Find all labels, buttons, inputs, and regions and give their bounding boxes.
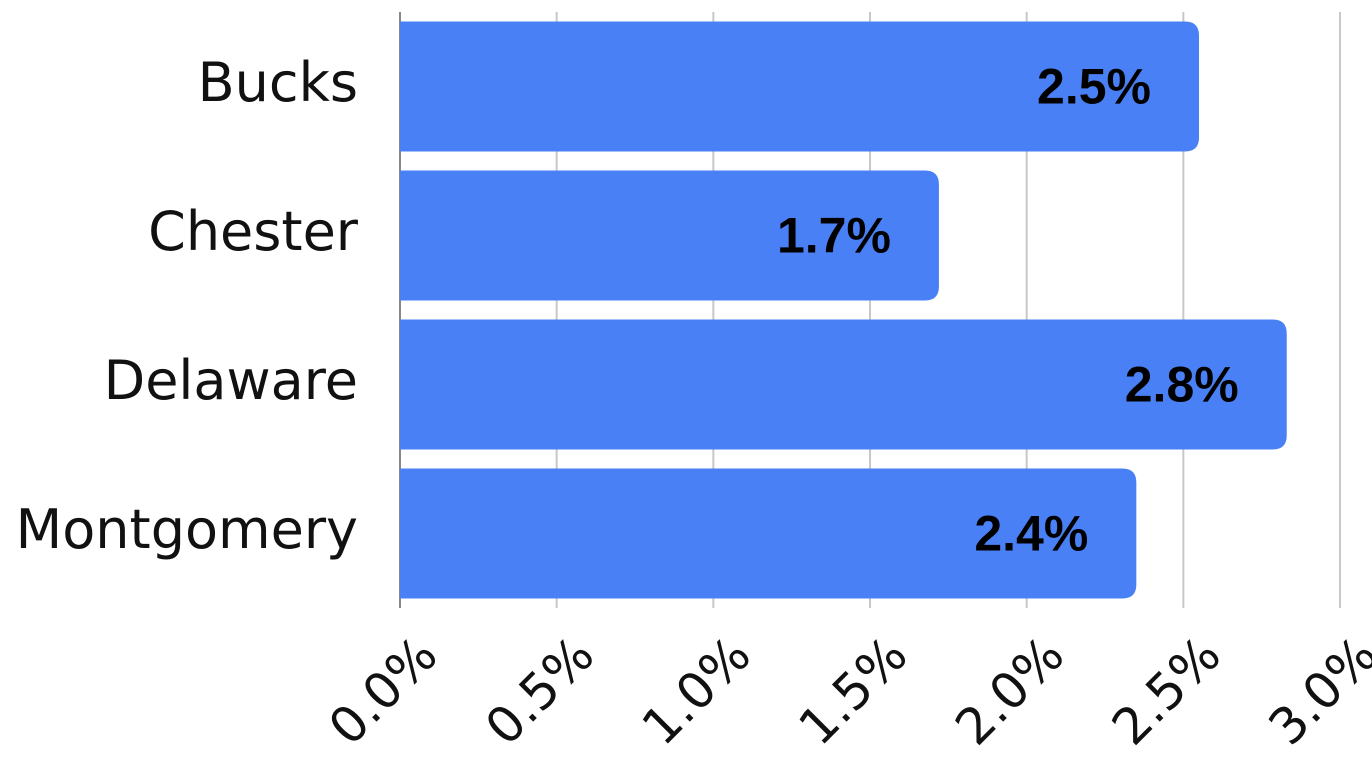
- bars: [400, 21, 1287, 599]
- x-tick-label-5: 2.5%: [1101, 625, 1232, 756]
- data-labels: 2.5% 1.7% 2.8% 2.4%: [777, 59, 1239, 562]
- data-label-bucks: 2.5%: [1037, 59, 1151, 115]
- x-tick-label-0: 0.0%: [318, 625, 449, 756]
- category-label-bucks: Bucks: [198, 51, 358, 114]
- bar-chester: [400, 170, 939, 301]
- category-labels: Bucks Chester Delaware Montgomery: [16, 51, 359, 561]
- x-tick-label-4: 2.0%: [944, 625, 1075, 756]
- x-tick-label-2: 1.0%: [631, 625, 762, 756]
- data-label-chester: 1.7%: [777, 208, 891, 264]
- category-label-chester: Chester: [148, 200, 359, 263]
- bar-montgomery: [400, 468, 1137, 599]
- x-tick-labels: 0.0% 0.5% 1.0% 1.5% 2.0% 2.5% 3.0%: [318, 625, 1372, 756]
- bar-bucks: [400, 21, 1199, 152]
- data-label-delaware: 2.8%: [1125, 357, 1239, 413]
- x-tick-label-1: 0.5%: [474, 625, 605, 756]
- x-tick-label-3: 1.5%: [788, 625, 919, 756]
- data-label-montgomery: 2.4%: [974, 506, 1088, 562]
- bar-delaware: [400, 319, 1287, 450]
- x-tick-label-6: 3.0%: [1258, 625, 1372, 756]
- category-label-delaware: Delaware: [104, 349, 358, 412]
- category-label-montgomery: Montgomery: [16, 498, 358, 561]
